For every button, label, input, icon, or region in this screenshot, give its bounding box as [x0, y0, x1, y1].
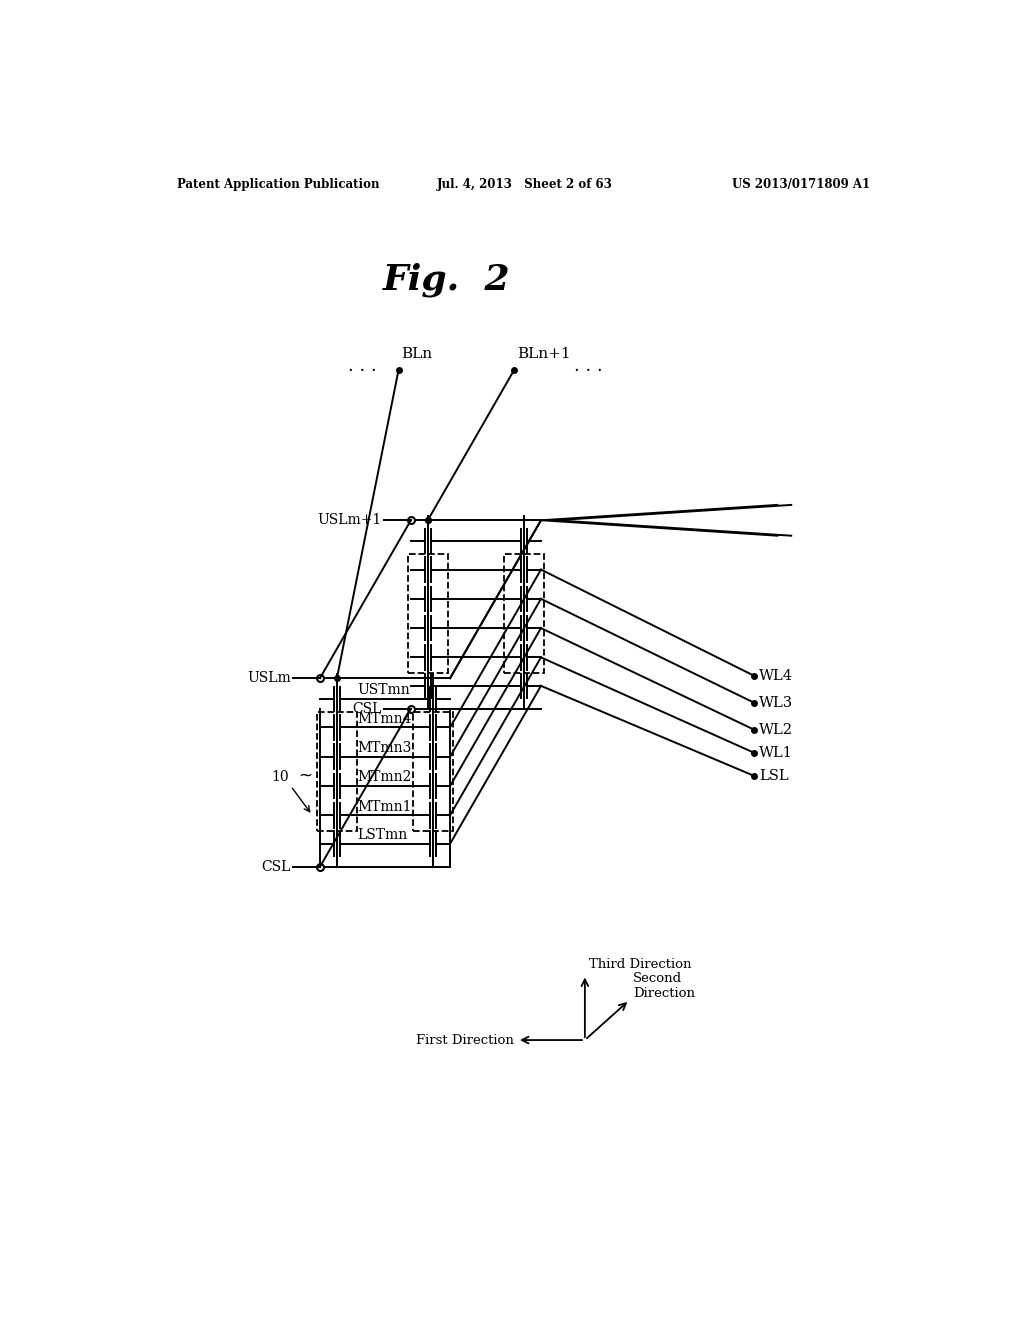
Text: Fig.  2: Fig. 2 — [382, 263, 510, 297]
Text: . . .: . . . — [574, 356, 603, 375]
Text: MTmn2: MTmn2 — [357, 771, 412, 784]
Text: . . .: . . . — [348, 356, 377, 375]
Text: BLn: BLn — [401, 347, 433, 360]
Text: MTmn4: MTmn4 — [357, 711, 412, 726]
Text: MTmn3: MTmn3 — [357, 741, 412, 755]
Text: CSL: CSL — [352, 702, 382, 715]
Text: US 2013/0171809 A1: US 2013/0171809 A1 — [731, 178, 869, 190]
Bar — [316, 711, 357, 830]
Text: LSL: LSL — [759, 770, 788, 783]
Text: MTmn1: MTmn1 — [357, 800, 412, 813]
Text: CSL: CSL — [261, 859, 291, 874]
Text: First Direction: First Direction — [416, 1034, 514, 1047]
Text: Third Direction: Third Direction — [589, 958, 691, 970]
Text: WL2: WL2 — [759, 723, 793, 737]
Text: WL3: WL3 — [759, 696, 793, 710]
Text: WL1: WL1 — [759, 746, 793, 760]
Bar — [504, 554, 544, 673]
Text: ~: ~ — [298, 767, 312, 784]
Text: 10: 10 — [271, 771, 289, 784]
Text: BLn+1: BLn+1 — [517, 347, 570, 360]
Text: Patent Application Publication: Patent Application Publication — [177, 178, 379, 190]
Text: USLm: USLm — [247, 671, 291, 685]
Bar — [413, 711, 454, 830]
Text: Second
Direction: Second Direction — [634, 972, 695, 1001]
Text: Jul. 4, 2013   Sheet 2 of 63: Jul. 4, 2013 Sheet 2 of 63 — [437, 178, 612, 190]
Text: WL4: WL4 — [759, 669, 793, 682]
Text: USTmn: USTmn — [357, 684, 410, 697]
Bar — [408, 554, 447, 673]
Text: USLm+1: USLm+1 — [317, 513, 382, 527]
Text: LSTmn: LSTmn — [357, 828, 408, 842]
